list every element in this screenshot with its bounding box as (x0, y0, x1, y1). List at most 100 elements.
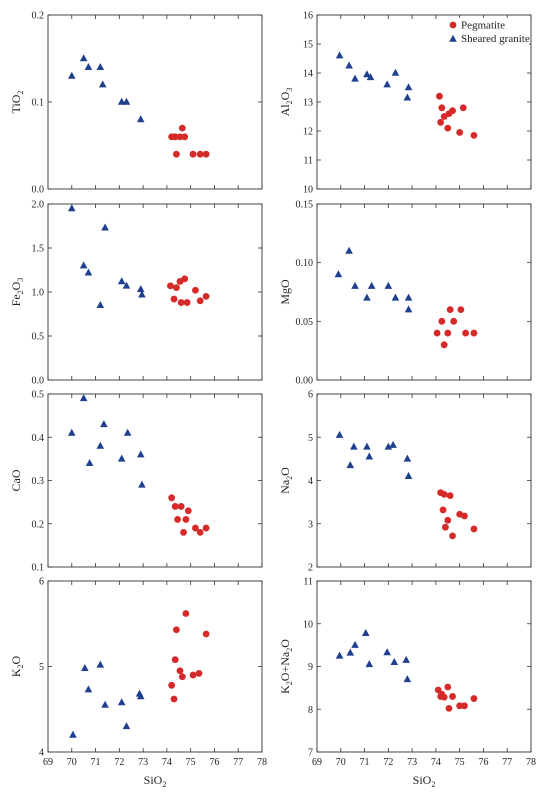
sheared-granite-point (79, 261, 88, 269)
x-tick-label: 71 (91, 757, 101, 768)
pegmatite-point (459, 104, 467, 112)
panel-frame (316, 580, 532, 753)
pegmatite-point (183, 299, 191, 306)
y-tick-label: 10 (303, 185, 313, 196)
sheared-granite-point (365, 452, 374, 460)
pegmatite-point (173, 284, 180, 291)
sheared-granite-point (138, 480, 146, 488)
pegmatite-point (456, 702, 464, 710)
x-axis-label: SiO2 (413, 773, 436, 789)
sheared-granite-point (136, 115, 145, 123)
x-tick-label: 78 (257, 757, 267, 768)
legend-pegmatite-label: Pegmatite (461, 20, 505, 32)
sheared-granite-point (383, 80, 391, 88)
sheared-granite-point (67, 204, 76, 212)
y-axis-label: Al2O3 (278, 88, 294, 117)
y-axis-label: TiO2 (9, 91, 25, 114)
sheared-granite-point (138, 290, 146, 298)
pegmatite-point (438, 104, 446, 112)
pegmatite-point (181, 133, 189, 141)
pegmatite-point (439, 506, 447, 514)
x-axis-label: SiO2 (144, 773, 167, 789)
y-tick-label: 0.3 (32, 476, 45, 487)
pegmatite-point (433, 329, 441, 337)
sheared-granite-point (404, 471, 413, 479)
pegmatite-point (178, 124, 186, 132)
x-tick-label: 72 (383, 757, 393, 768)
pegmatite-point (449, 107, 456, 115)
panel-mgo: 0.00 0.05 0.10 0.15 MgO (278, 200, 532, 387)
pegmatite-point (196, 150, 204, 158)
y-tick-label: 0.15 (296, 200, 314, 211)
x-tick-label: 70 (336, 757, 346, 768)
pegmatite-point (450, 317, 458, 325)
y-tick-label: 1.5 (32, 244, 45, 255)
sheared-granite-point (69, 730, 77, 738)
x-tick-label: 77 (233, 757, 243, 768)
y-tick-label: 0.2 (32, 519, 45, 530)
y-axis-label: CaO (9, 469, 23, 491)
sheared-granite-point (389, 440, 397, 448)
pegmatite-point (171, 133, 179, 141)
panel-frame (47, 580, 263, 753)
x-tick-label: 69 (43, 757, 53, 768)
pegmatite-point (167, 282, 174, 290)
legend-pegmatite-marker (449, 21, 457, 29)
sheared-granite-point (122, 722, 131, 730)
sheared-granite-point (403, 454, 412, 462)
panel-na2o: 2 3 4 5 6 Na2O (278, 390, 532, 574)
x-tick-label: 75 (186, 757, 196, 768)
sheared-granite-point (351, 281, 359, 289)
sheared-granite-point (361, 628, 370, 636)
pegmatite-point (470, 695, 478, 702)
y-tick-label: 10 (303, 619, 313, 630)
panel-tio2: 0.0 0.1 0.2 TiO2 (9, 11, 263, 196)
sheared-granite-point (404, 293, 413, 301)
pegmatite-point (444, 124, 452, 132)
sheared-granite-point (98, 80, 107, 88)
pegmatite-point (470, 525, 478, 533)
sheared-granite-point (122, 97, 131, 105)
y-tick-label: 0.1 (32, 563, 45, 574)
sheared-granite-point (391, 68, 400, 76)
pegmatite-point (446, 306, 454, 313)
x-tick-label: 77 (502, 757, 512, 768)
sheared-granite-point (67, 71, 76, 79)
y-axis-label: K2O+Na2O (278, 639, 294, 694)
y-tick-label: 0.1 (32, 98, 45, 109)
pegmatite-point (461, 512, 468, 520)
pegmatite-point (436, 92, 443, 100)
x-tick-label: 72 (114, 757, 124, 768)
sheared-granite-point (334, 270, 343, 278)
y-axis-label: K2O (9, 656, 25, 678)
sheared-granite-point (100, 420, 108, 428)
panel-fe2o3: 0.0 0.5 1.0 1.5 2.0 Fe2O3 (9, 200, 263, 387)
y-tick-label: 5 (39, 662, 44, 673)
x-tick-label: 74 (162, 757, 172, 768)
y-tick-label: 7 (308, 748, 313, 759)
sheared-granite-point (67, 428, 76, 436)
pegmatite-point (196, 529, 204, 536)
pegmatite-point (440, 341, 448, 349)
y-tick-label: 5 (308, 433, 313, 444)
y-tick-label: 6 (308, 390, 313, 401)
sheared-granite-point (335, 51, 344, 59)
pegmatite-point (171, 656, 179, 664)
pegmatite-point (174, 516, 181, 523)
sheared-granite-point (351, 74, 359, 82)
pegmatite-point (196, 297, 204, 305)
pegmatite-point (449, 532, 456, 540)
x-tick-label: 70 (67, 757, 77, 768)
pegmatite-point (184, 507, 192, 515)
sheared-granite-point (363, 70, 371, 78)
x-tick-label: 73 (138, 757, 148, 768)
pegmatite-point (182, 610, 190, 617)
pegmatite-point (202, 524, 210, 532)
y-axis-label: Na2O (278, 467, 294, 494)
sheared-granite-point (117, 97, 126, 105)
y-tick-label: 0.5 (32, 390, 45, 401)
pegmatite-point (202, 630, 210, 638)
pegmatite-point (437, 118, 445, 126)
panel-frame (47, 203, 263, 381)
